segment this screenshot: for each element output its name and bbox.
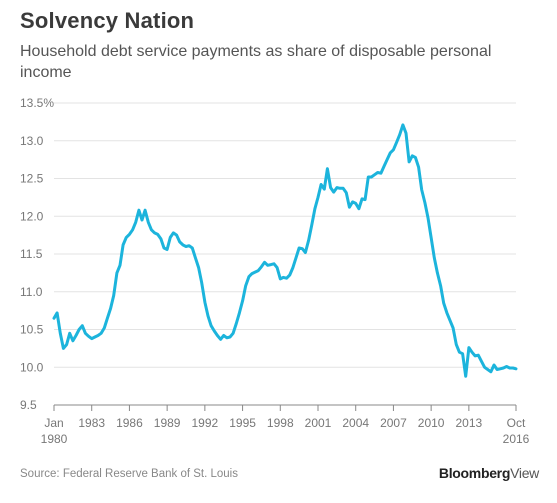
x-tick-label: 1995 <box>229 416 256 430</box>
y-tick-label: 12.0 <box>20 209 44 223</box>
y-tick-label: 13.5% <box>20 96 54 110</box>
series-line <box>52 123 518 378</box>
x-tick-label: 2004 <box>342 416 369 430</box>
x-tick-label: Jan <box>44 416 63 430</box>
brand-logo: BloombergView <box>439 465 539 481</box>
x-tick-label: 1986 <box>116 416 143 430</box>
y-tick-label: 10.0 <box>20 360 44 374</box>
y-tick-label: 9.5 <box>20 398 37 412</box>
brand-sub: View <box>510 465 539 481</box>
x-tick-label: 2001 <box>305 416 332 430</box>
x-tick-label: 1992 <box>192 416 219 430</box>
y-tick-label: 12.5 <box>20 172 44 186</box>
x-tick-label-year: 1980 <box>41 432 68 446</box>
y-axis-ticks: 13.5% 13.0 12.5 12.0 11.5 11.0 10.5 10.0 9.5 <box>20 96 54 412</box>
y-tick-label: 11.0 <box>20 285 43 299</box>
y-tick-label: 11.5 <box>20 247 43 261</box>
chart-subtitle: Household debt service payments as share… <box>20 43 492 81</box>
x-tick-label: 1998 <box>267 416 294 430</box>
x-tick-label: 1983 <box>78 416 105 430</box>
y-tick-label: 10.5 <box>20 323 44 337</box>
x-tick-label: 1989 <box>154 416 181 430</box>
x-tick-label: 2010 <box>418 416 445 430</box>
x-tick-label: 2007 <box>380 416 407 430</box>
brand-main: Bloomberg <box>438 465 511 481</box>
gridlines <box>54 102 516 368</box>
series-group <box>52 123 518 378</box>
x-tick-label: 2013 <box>456 416 483 430</box>
source-note: Source: Federal Reserve Bank of St. Loui… <box>20 468 238 480</box>
x-axis: Jan 1980 1983 1986 1989 1992 1995 1998 2001 2004 2… <box>41 404 530 446</box>
y-tick-label: 13.0 <box>20 134 44 148</box>
x-tick-label-year: 2016 <box>503 432 530 446</box>
chart-title: Solvency Nation <box>20 8 195 33</box>
x-tick-label: Oct <box>507 416 526 430</box>
